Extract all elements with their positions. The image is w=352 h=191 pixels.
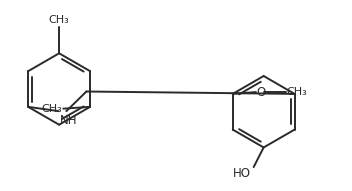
Text: CH₃: CH₃ [41,104,62,114]
Text: O: O [257,86,266,99]
Text: CH₃: CH₃ [49,15,69,25]
Text: CH₃: CH₃ [287,87,307,97]
Text: NH: NH [60,114,77,127]
Text: HO: HO [233,167,251,180]
